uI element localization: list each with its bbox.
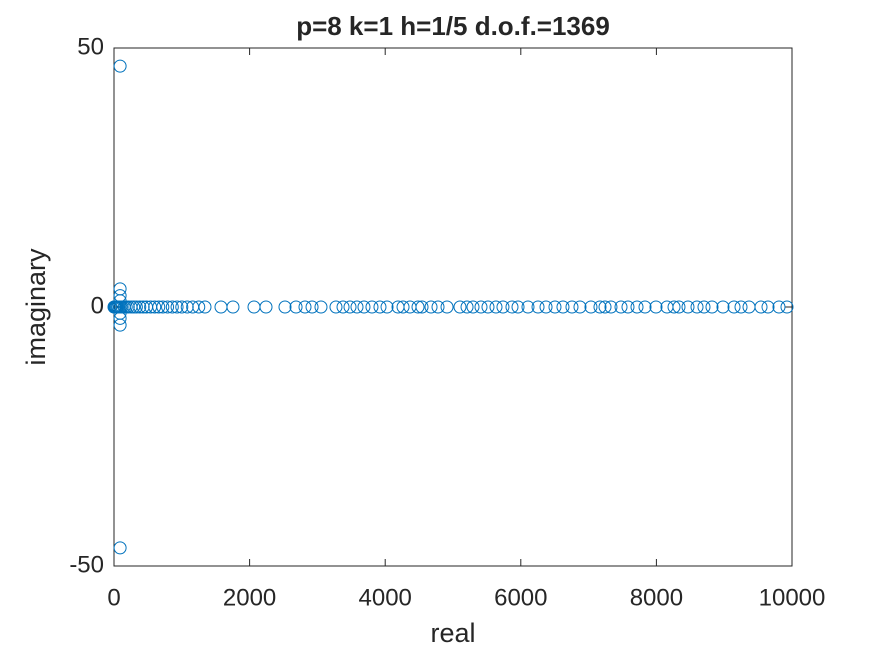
point	[440, 300, 454, 314]
point	[460, 300, 474, 314]
point	[148, 300, 162, 314]
point	[521, 300, 535, 314]
point	[156, 300, 170, 314]
point	[593, 300, 607, 314]
point	[198, 300, 212, 314]
point	[175, 300, 189, 314]
point	[380, 300, 394, 314]
point	[192, 300, 206, 314]
point	[170, 300, 184, 314]
x-tick-label: 10000	[759, 584, 826, 611]
point	[350, 300, 364, 314]
point	[672, 300, 686, 314]
point	[289, 300, 303, 314]
point	[565, 300, 579, 314]
y-tick-label: -50	[69, 551, 104, 578]
point	[511, 300, 525, 314]
point	[667, 300, 681, 314]
point	[780, 300, 794, 314]
point	[373, 300, 387, 314]
point	[638, 300, 652, 314]
point	[539, 300, 553, 314]
point	[113, 541, 127, 555]
y-axis-label: imaginary	[21, 248, 51, 366]
point	[548, 300, 562, 314]
point	[424, 300, 438, 314]
point	[161, 300, 175, 314]
point	[573, 300, 587, 314]
point	[598, 300, 612, 314]
point	[489, 300, 503, 314]
point	[772, 300, 786, 314]
point	[113, 59, 127, 73]
point	[505, 300, 519, 314]
point	[226, 300, 240, 314]
x-tick-label: 0	[107, 584, 120, 611]
point	[113, 306, 127, 320]
point	[365, 300, 379, 314]
point	[305, 300, 319, 314]
point	[129, 300, 143, 314]
point	[396, 300, 410, 314]
x-tick-label: 4000	[359, 584, 412, 611]
point	[259, 300, 273, 314]
point	[697, 300, 711, 314]
chart-title: p=8 k=1 h=1/5 d.o.f.=1369	[296, 11, 610, 41]
point	[336, 300, 350, 314]
point	[630, 300, 644, 314]
point	[152, 300, 166, 314]
point	[649, 300, 663, 314]
point	[113, 311, 127, 325]
point	[584, 300, 598, 314]
point	[314, 300, 328, 314]
point	[127, 300, 141, 314]
y-tick-label: 0	[91, 292, 104, 319]
point	[614, 300, 628, 314]
point	[453, 300, 467, 314]
point	[761, 300, 775, 314]
point	[531, 300, 545, 314]
point	[298, 300, 312, 314]
point	[481, 300, 495, 314]
x-tick-label: 8000	[630, 584, 683, 611]
point	[690, 300, 704, 314]
point	[411, 300, 425, 314]
point	[113, 289, 127, 303]
point	[727, 300, 741, 314]
point	[165, 300, 179, 314]
point	[556, 300, 570, 314]
point	[716, 300, 730, 314]
point	[415, 300, 429, 314]
x-tick-label: 2000	[223, 584, 276, 611]
y-tick-label: 50	[77, 33, 104, 60]
point	[681, 300, 695, 314]
point	[357, 300, 371, 314]
point	[496, 300, 510, 314]
point	[474, 300, 488, 314]
point	[343, 300, 357, 314]
x-tick-label: 6000	[494, 584, 547, 611]
point	[431, 300, 445, 314]
point	[754, 300, 768, 314]
point	[734, 300, 748, 314]
point	[278, 300, 292, 314]
point	[466, 300, 480, 314]
point	[621, 300, 635, 314]
x-axis-label: real	[430, 618, 475, 648]
point	[604, 300, 618, 314]
point	[705, 300, 719, 314]
point	[133, 300, 147, 314]
point	[329, 300, 343, 314]
